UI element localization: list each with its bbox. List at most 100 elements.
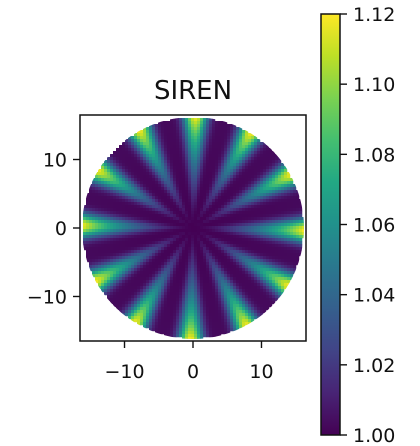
heatmap-cell	[224, 256, 228, 260]
heatmap-cell	[155, 166, 159, 170]
heatmap-cell	[119, 280, 123, 284]
heatmap-cell	[98, 244, 102, 248]
heatmap-cell	[143, 190, 147, 194]
heatmap-cell	[206, 247, 210, 251]
heatmap-cell	[161, 178, 165, 182]
heatmap-cell	[158, 217, 162, 221]
heatmap-cell	[182, 259, 186, 263]
heatmap-cell	[245, 280, 249, 284]
heatmap-cell	[167, 253, 171, 257]
heatmap-cell	[266, 277, 270, 281]
heatmap-cell	[248, 289, 252, 293]
heatmap-cell	[230, 223, 234, 227]
heatmap-cell	[203, 280, 207, 284]
heatmap-cell	[173, 214, 177, 218]
heatmap-cell	[224, 178, 228, 182]
heatmap-cell	[233, 250, 237, 254]
heatmap-cell	[290, 211, 294, 215]
heatmap-cell	[287, 187, 291, 191]
heatmap-cell	[131, 265, 135, 269]
heatmap-cell	[182, 334, 186, 338]
heatmap-cell	[281, 232, 285, 236]
heatmap-cell	[284, 235, 288, 239]
heatmap-cell	[128, 292, 132, 296]
heatmap-cell	[191, 124, 195, 128]
heatmap-cell	[248, 265, 252, 269]
heatmap-cell	[170, 295, 174, 299]
heatmap-cell	[146, 172, 150, 176]
heatmap-cell	[275, 217, 279, 221]
heatmap-cell	[239, 232, 243, 236]
heatmap-cell	[215, 205, 219, 209]
heatmap-cell	[131, 271, 135, 275]
heatmap-cell	[134, 238, 138, 242]
heatmap-cell	[113, 304, 117, 308]
heatmap-cell	[284, 247, 288, 251]
heatmap-cell	[164, 256, 168, 260]
heatmap-cell	[182, 136, 186, 140]
heatmap-cell	[125, 214, 129, 218]
heatmap-cell	[188, 121, 192, 125]
heatmap-cell	[200, 133, 204, 137]
heatmap-cell	[170, 334, 174, 338]
heatmap-cell	[176, 265, 180, 269]
heatmap-cell	[251, 259, 255, 263]
heatmap-cell	[215, 148, 219, 152]
heatmap-cell	[191, 259, 195, 263]
heatmap-cell	[107, 187, 111, 191]
heatmap-cell	[101, 181, 105, 185]
heatmap-cell	[149, 127, 153, 131]
heatmap-cell	[221, 256, 225, 260]
heatmap-cell	[203, 193, 207, 197]
heatmap-cell	[266, 145, 270, 149]
heatmap-cell	[281, 253, 285, 257]
heatmap-cell	[173, 205, 177, 209]
heatmap-cell	[218, 316, 222, 320]
heatmap-cell	[164, 241, 168, 245]
heatmap-cell	[200, 142, 204, 146]
heatmap-cell	[272, 205, 276, 209]
heatmap-cell	[212, 223, 216, 227]
heatmap-cell	[185, 181, 189, 185]
heatmap-cell	[167, 220, 171, 224]
heatmap-cell	[167, 274, 171, 278]
heatmap-cell	[131, 250, 135, 254]
heatmap-cell	[212, 205, 216, 209]
heatmap-cell	[128, 256, 132, 260]
heatmap-cell	[230, 148, 234, 152]
heatmap-cell	[176, 220, 180, 224]
heatmap-cell	[197, 259, 201, 263]
heatmap-cell	[116, 247, 120, 251]
heatmap-cell	[107, 280, 111, 284]
heatmap-cell	[116, 208, 120, 212]
heatmap-cell	[92, 202, 96, 206]
heatmap-cell	[287, 247, 291, 251]
heatmap-cell	[278, 256, 282, 260]
heatmap-cell	[203, 196, 207, 200]
heatmap-cell	[149, 154, 153, 158]
heatmap-cell	[95, 262, 99, 266]
heatmap-cell	[266, 289, 270, 293]
heatmap-cell	[218, 298, 222, 302]
heatmap-cell	[230, 214, 234, 218]
heatmap-cell	[110, 199, 114, 203]
heatmap-cell	[224, 220, 228, 224]
heatmap-cell	[161, 202, 165, 206]
heatmap-cell	[272, 295, 276, 299]
heatmap-cell	[107, 220, 111, 224]
heatmap-cell	[179, 136, 183, 140]
heatmap-cell	[116, 190, 120, 194]
heatmap-cell	[227, 253, 231, 257]
heatmap-cell	[155, 127, 159, 131]
heatmap-cell	[242, 157, 246, 161]
heatmap-cell	[125, 289, 129, 293]
heatmap-cell	[140, 175, 144, 179]
heatmap-cell	[263, 229, 267, 233]
heatmap-cell	[137, 202, 141, 206]
heatmap-cell	[161, 133, 165, 137]
heatmap-cell	[173, 238, 177, 242]
heatmap-cell	[248, 235, 252, 239]
heatmap-cell	[143, 127, 147, 131]
heatmap-cell	[98, 226, 102, 230]
heatmap-cell	[191, 118, 195, 122]
